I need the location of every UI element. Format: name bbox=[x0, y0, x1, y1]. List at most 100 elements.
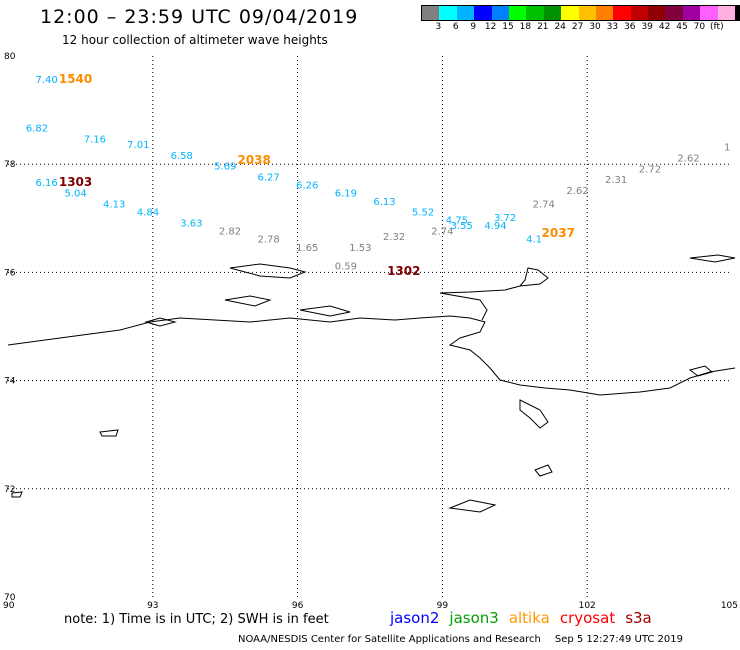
wave-height-value: 2.31 bbox=[605, 175, 627, 186]
scale-swatch bbox=[543, 6, 562, 20]
coastline bbox=[7, 254, 736, 513]
wave-height-value: 2.78 bbox=[258, 235, 280, 246]
longitude-labels: 90 93 96 99 102 105 bbox=[3, 601, 738, 611]
wave-height-value: 4.84 bbox=[137, 208, 159, 219]
wave-height-value: 6.19 bbox=[335, 189, 357, 200]
scale-label: 30 bbox=[589, 22, 601, 32]
wave-height-value: 2.72 bbox=[639, 164, 661, 175]
pass-time-label: 1302 bbox=[387, 264, 420, 278]
wave-height-value: 2.82 bbox=[219, 227, 241, 238]
scale-swatch bbox=[717, 6, 736, 20]
legend-item-jason3: jason3 bbox=[449, 609, 499, 627]
coastline-island-2 bbox=[229, 263, 307, 279]
lon-label: 102 bbox=[579, 601, 596, 611]
scale-label: 36 bbox=[624, 22, 636, 32]
wave-height-value: 3.72 bbox=[494, 213, 516, 224]
scale-swatch bbox=[682, 6, 701, 20]
lat-label: 76 bbox=[4, 268, 16, 278]
pass-time-label: 2038 bbox=[237, 153, 270, 167]
coastline-island-5 bbox=[689, 254, 736, 263]
wave-height-value: 7.40 bbox=[35, 75, 57, 86]
coastline-taimyr-north bbox=[439, 267, 549, 321]
lat-label: 72 bbox=[4, 485, 15, 495]
scale-swatch bbox=[578, 6, 596, 20]
legend-item-s3a: s3a bbox=[625, 609, 652, 627]
scale-label: 9 bbox=[470, 22, 477, 32]
wave-height-value: 4.75 bbox=[446, 216, 468, 227]
wave-height-value: 4.13 bbox=[103, 199, 125, 210]
coastline-island-1 bbox=[144, 317, 177, 327]
wave-height-value: 4.94 bbox=[484, 221, 506, 232]
generated-timestamp: Sep 5 12:27:49 UTC 2019 bbox=[554, 634, 683, 645]
wave-height-value: 6.58 bbox=[171, 151, 193, 162]
scale-swatch bbox=[648, 6, 666, 20]
scale-label: 6 bbox=[452, 22, 459, 32]
lat-label: 74 bbox=[4, 377, 16, 387]
scale-swatch bbox=[439, 6, 457, 20]
scale-label: 70 bbox=[693, 22, 706, 32]
wave-height-value: 3.55 bbox=[451, 221, 473, 232]
scale-swatch bbox=[613, 6, 631, 20]
latitude-labels: 80 78 76 74 72 70 bbox=[4, 52, 16, 603]
lon-label: 99 bbox=[437, 601, 449, 611]
agency-credit: NOAA/NESDIS Center for Satellite Applica… bbox=[238, 634, 541, 645]
scale-label: 21 bbox=[537, 22, 549, 32]
lat-label: 78 bbox=[4, 160, 16, 170]
scale-label: 15 bbox=[502, 22, 514, 32]
lat-label: 70 bbox=[4, 593, 16, 603]
wave-height-value: 6.27 bbox=[258, 172, 280, 183]
scale-label: 45 bbox=[676, 22, 688, 32]
scale-swatch bbox=[630, 6, 649, 20]
coastline-mainland bbox=[7, 315, 736, 396]
scale-label: 18 bbox=[519, 22, 532, 32]
wave-height-value: 2.32 bbox=[383, 232, 405, 243]
wave-height-color-scale: 3 6 9 12 15 18 21 24 27 30 33 36 39 42 45 70 (ft) bbox=[421, 5, 740, 33]
lat-label: 80 bbox=[4, 52, 16, 62]
pass-time-label: 1303 bbox=[59, 175, 92, 189]
wave-height-value: 5.04 bbox=[64, 189, 86, 200]
wave-height-value: 1.65 bbox=[296, 243, 318, 254]
scale-swatch bbox=[561, 6, 579, 20]
lon-label: 105 bbox=[721, 601, 738, 611]
wave-height-value: 2.74 bbox=[533, 199, 555, 210]
wave-height-value: 6.16 bbox=[35, 178, 57, 189]
coastline-island-9 bbox=[11, 491, 23, 498]
coastline-island-8 bbox=[99, 429, 119, 437]
color-scale-labels: 3 6 9 12 15 18 21 24 27 30 33 36 39 42 45 70 (ft) bbox=[421, 21, 740, 33]
scale-label: 42 bbox=[658, 22, 671, 32]
coastline-island-10 bbox=[688, 365, 714, 377]
wave-height-value: 7.16 bbox=[84, 135, 106, 146]
wave-height-value: 6.13 bbox=[373, 197, 395, 208]
scale-label: (ft) bbox=[710, 22, 724, 32]
scale-label: 24 bbox=[554, 22, 566, 32]
lon-label: 90 bbox=[3, 601, 15, 611]
scale-label: 39 bbox=[641, 22, 653, 32]
wave-height-value: 2.62 bbox=[566, 186, 588, 197]
scale-label: 33 bbox=[606, 22, 619, 32]
wave-height-value: 1.53 bbox=[349, 243, 371, 254]
color-scale-bar bbox=[421, 5, 740, 21]
wave-height-value: 0.59 bbox=[335, 262, 357, 273]
wave-height-value: 1 bbox=[724, 143, 730, 154]
scale-swatch bbox=[508, 6, 527, 20]
scale-swatch bbox=[456, 6, 475, 20]
legend-item-altika: altika bbox=[508, 609, 550, 627]
wave-height-value: 6.82 bbox=[26, 124, 48, 135]
scale-swatch bbox=[595, 6, 614, 20]
scale-swatch bbox=[491, 6, 509, 20]
coastline-island-7 bbox=[534, 464, 553, 477]
map-subtitle: 12 hour collection of altimeter wave hei… bbox=[62, 33, 328, 47]
wave-height-value: 4.1 bbox=[526, 235, 542, 246]
pass-time-labels: 1540 2038 1303 2037 1302 bbox=[59, 72, 575, 278]
scale-label: 27 bbox=[571, 22, 584, 32]
scale-label: 12 bbox=[484, 22, 497, 32]
scale-swatch bbox=[700, 6, 718, 20]
scale-swatch bbox=[526, 6, 544, 20]
pass-time-label: 2037 bbox=[542, 226, 575, 240]
footnote: note: 1) Time is in UTC; 2) SWH is in fe… bbox=[64, 612, 329, 627]
wave-height-value: 3.63 bbox=[180, 218, 202, 229]
coastline-bay bbox=[519, 399, 549, 429]
coastline-island-6 bbox=[448, 499, 497, 513]
satellite-legend: jason2 jason3 altika cryosat s3a bbox=[390, 609, 662, 627]
